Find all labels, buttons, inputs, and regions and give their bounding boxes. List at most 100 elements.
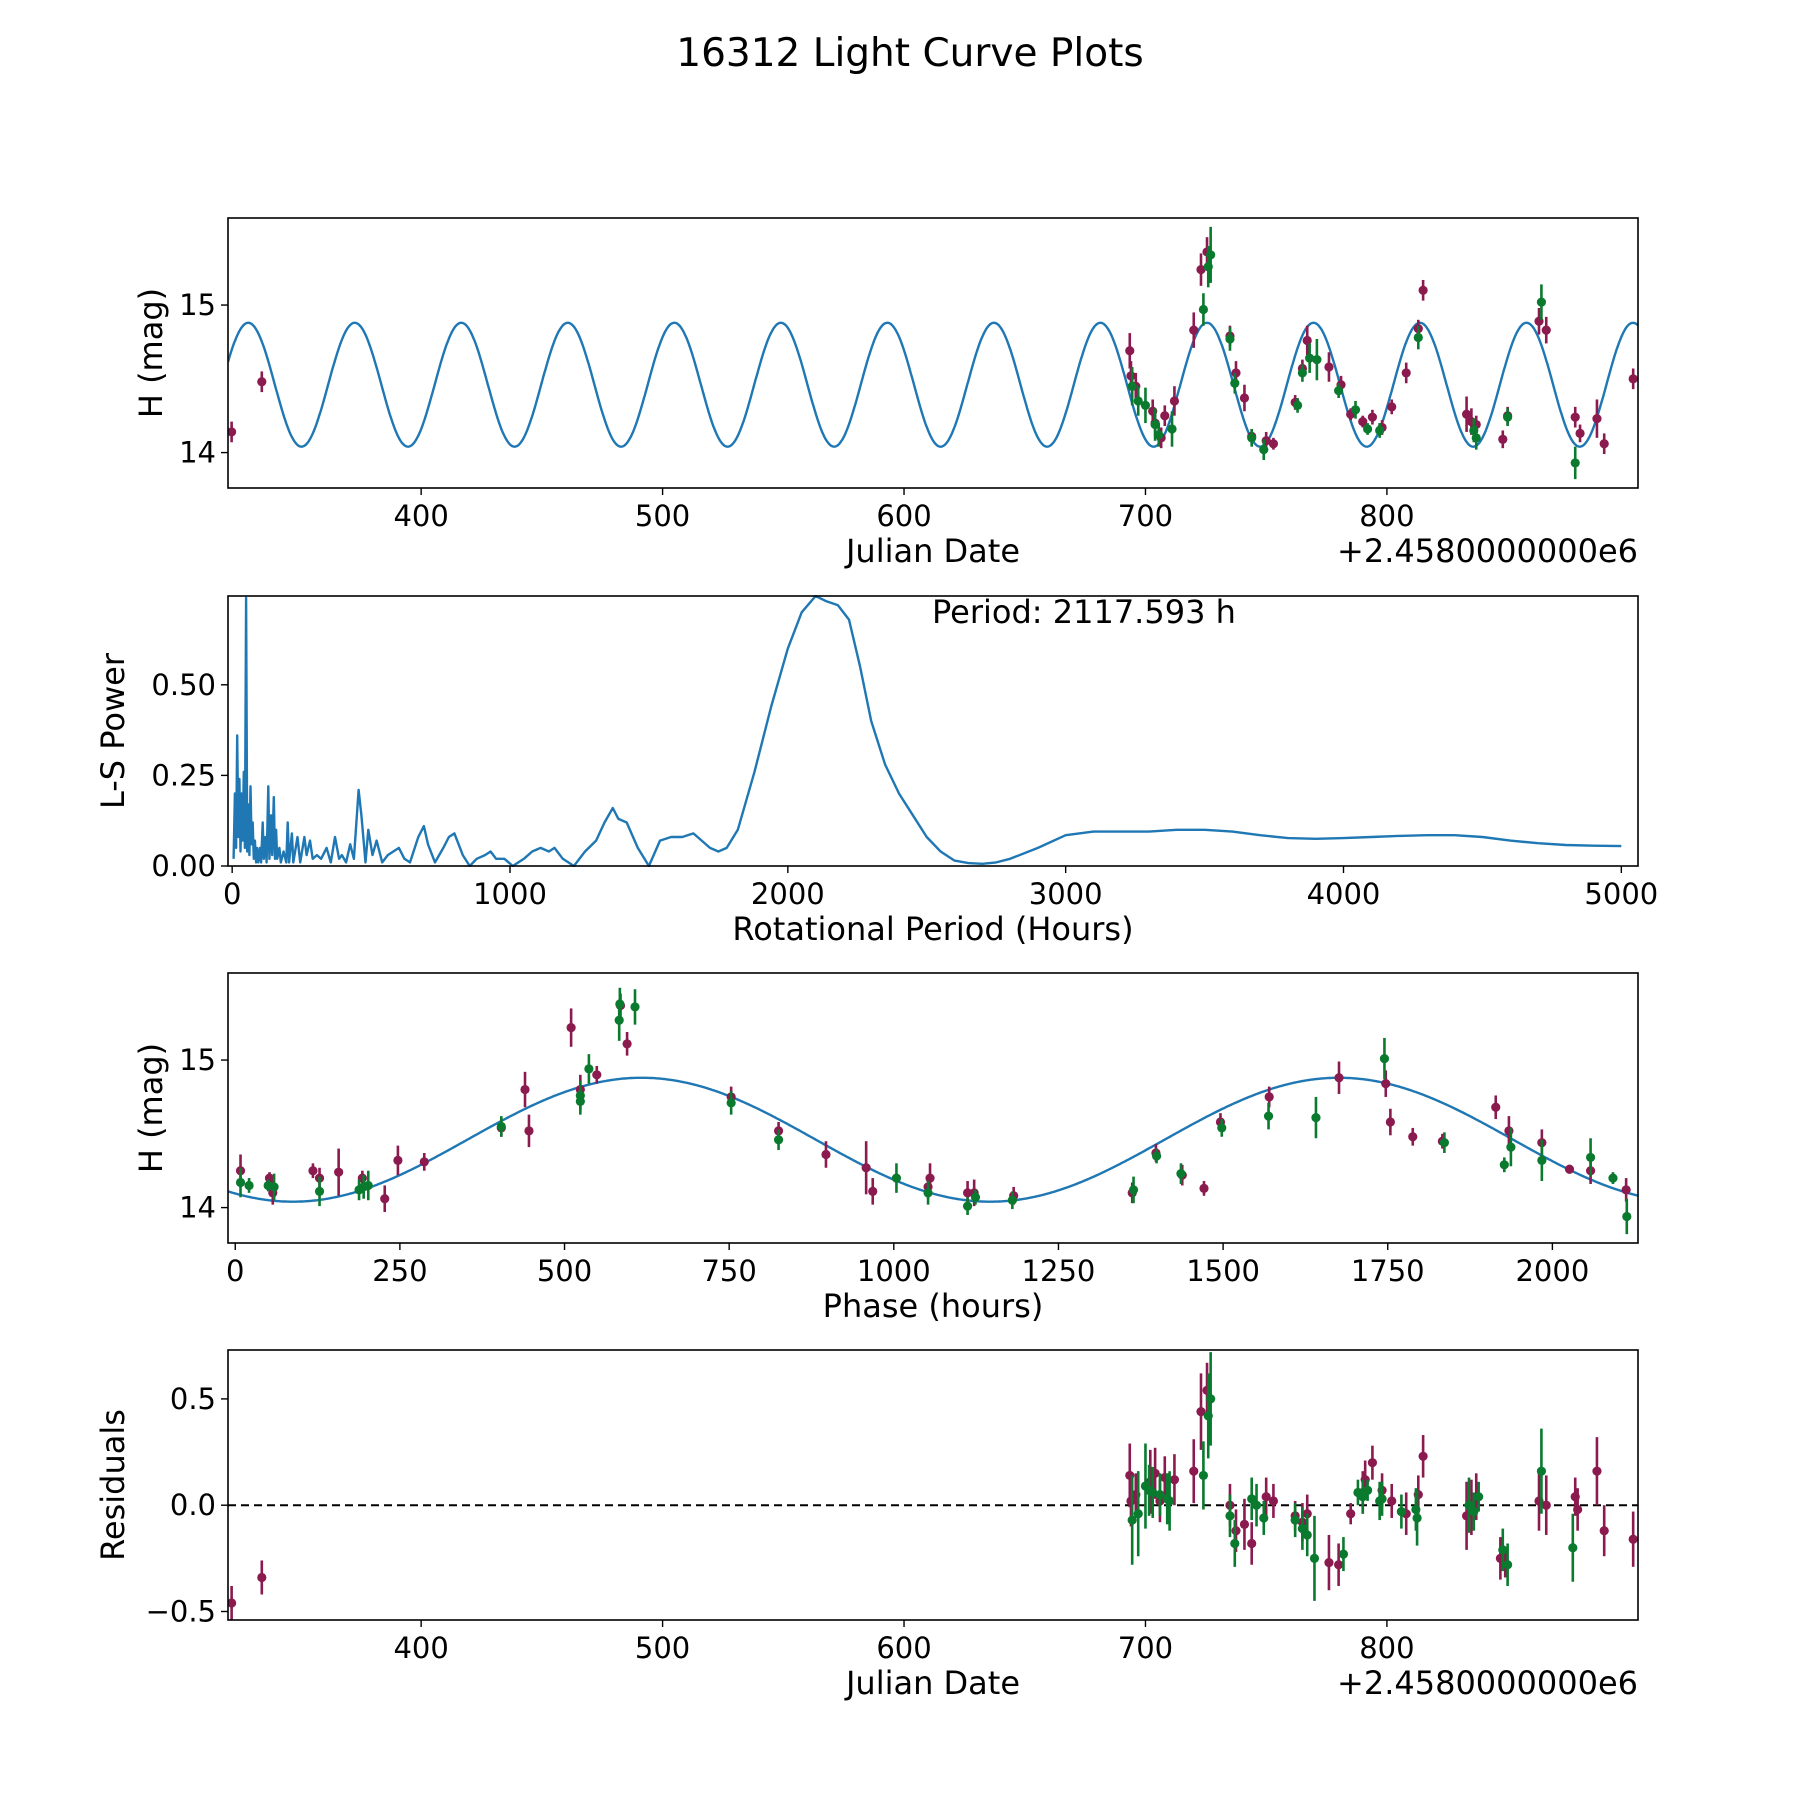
plot-area [228,226,1638,480]
data-point [1608,1172,1618,1184]
data-point [1628,368,1638,390]
data-point [1541,316,1551,344]
marker [1499,1160,1509,1170]
marker [1128,1185,1139,1195]
marker [1305,353,1315,363]
marker [1154,430,1164,440]
marker [1506,1142,1516,1152]
data-point [1506,1127,1516,1167]
data-point [520,1071,530,1108]
axes-frame [227,1349,1639,1621]
x-tick-label: 500 [635,499,690,533]
data-point [1196,1373,1206,1450]
marker [1334,1560,1344,1570]
marker [1375,425,1385,436]
data-point [1628,1511,1638,1567]
marker [1541,325,1551,335]
marker [1259,445,1269,455]
y-axis-label: H (mag) [132,288,170,418]
x-axis-label: Phase (hours) [823,1287,1044,1325]
marker [1599,1526,1609,1536]
data-point [1217,1119,1227,1137]
marker [1379,1053,1390,1064]
data-point [393,1145,403,1176]
marker [393,1155,403,1165]
x-offset-label: +2.4580000000e6 [1337,532,1638,570]
marker [1396,1506,1406,1517]
data-point [1385,1108,1395,1136]
data-point [861,1141,871,1195]
data-point [257,1560,267,1595]
marker [630,1002,640,1012]
data-point [868,1178,878,1205]
data-point [1225,327,1235,351]
marker [228,427,237,437]
marker [1311,1112,1321,1123]
data-point [1541,1475,1551,1535]
marker [962,1201,973,1211]
x-offset-label: +2.4580000000e6 [1337,1664,1638,1702]
data-point [1268,1483,1279,1518]
marker [1247,433,1257,443]
marker [1160,411,1170,421]
axes-frame [227,972,1639,1244]
y-tick-label: 15 [179,1043,216,1077]
marker [269,1182,279,1192]
data-point [1439,1132,1449,1153]
marker [524,1126,534,1136]
data-point [1573,1488,1583,1531]
marker [1264,1092,1274,1102]
data-point [1464,1477,1474,1533]
x-tick-label: 750 [701,1254,756,1288]
data-point [575,1080,585,1111]
marker [1247,1538,1257,1549]
data-point [1346,1503,1356,1525]
marker [1503,412,1513,422]
x-axis-label: Julian Date [844,1664,1020,1702]
marker [1189,325,1199,335]
marker [1127,1515,1137,1525]
marker [1247,1494,1257,1504]
data-point [1570,406,1580,428]
data-point [334,1148,344,1196]
data-point [1471,426,1481,450]
data-point [1302,1513,1312,1557]
data-point [1247,1477,1257,1521]
marker [496,1121,506,1132]
data-point [1469,1492,1479,1531]
x-tick-label: 1250 [1022,1254,1096,1288]
data-point [1387,1483,1397,1518]
data-point [1133,386,1143,416]
data-point [1575,424,1585,443]
marker [1167,424,1177,434]
panel-phased_curve: 0 250 500 750 1000 1250 1500 1750 2000 14 15 Phase … [132,972,1639,1325]
marker [1471,433,1481,443]
data-point [380,1185,390,1213]
marker [1362,1485,1373,1495]
data-point [630,989,640,1025]
data-point [1225,1494,1235,1538]
data-point [1503,408,1513,427]
data-point [1396,1494,1406,1529]
y-tick-label: 0.5 [170,1382,216,1416]
marker [235,1177,246,1188]
marker [1622,1211,1632,1222]
periodogram-line [232,595,1622,867]
marker [1358,417,1368,427]
data-point [923,1181,933,1205]
data-point [1312,338,1322,381]
marker [1297,368,1308,378]
data-point [1148,1466,1158,1518]
data-point [1007,1191,1017,1210]
data-point [1350,400,1361,419]
x-tick-label: 5000 [1584,877,1658,911]
marker [1198,1470,1209,1481]
marker [1401,368,1411,378]
marker [1127,381,1137,391]
marker [1259,1513,1269,1523]
panel-light_curve: 400 500 600 700 800 14 15 Julian Date H (mag) +2.… [132,217,1639,570]
marker [575,1090,585,1101]
marker [520,1084,530,1095]
marker [1199,1183,1209,1194]
plot-area [228,1352,1638,1620]
